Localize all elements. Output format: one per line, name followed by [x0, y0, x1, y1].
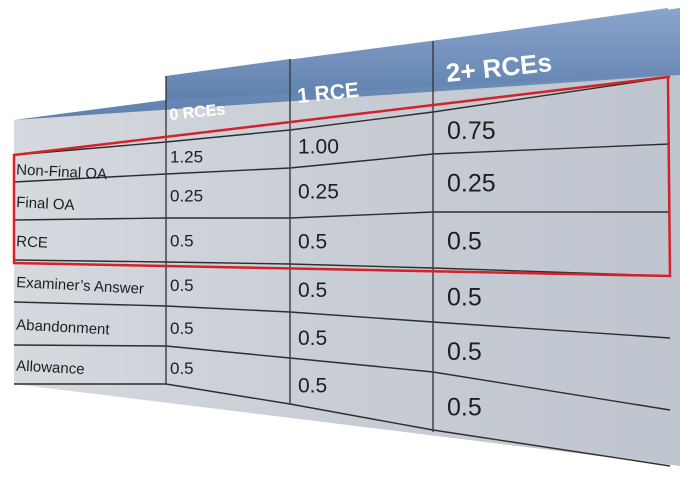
row-label: Allowance — [16, 358, 85, 379]
cell-value: 0.5 — [447, 284, 482, 312]
table-grid — [13, 41, 671, 467]
cell-value: 0.5 — [298, 230, 327, 253]
cell-value: 0.25 — [298, 181, 339, 204]
cell-value: 0.25 — [447, 169, 496, 197]
cell-value: 0.5 — [298, 279, 327, 302]
cell-value: 0.75 — [447, 117, 496, 145]
column-header: 0 RCEs — [169, 101, 227, 124]
cell-value: 0.5 — [170, 231, 194, 250]
cell-value: 0.5 — [298, 327, 327, 350]
cell-value: 1.25 — [170, 147, 203, 166]
cell-value: 1.00 — [298, 135, 339, 158]
row-label: RCE — [16, 233, 49, 252]
row-label: Examiner’s Answer — [16, 274, 145, 298]
row-label: Non-Final OA — [16, 161, 108, 183]
cell-value: 0.5 — [170, 276, 194, 295]
cell-value: 0.5 — [447, 393, 482, 421]
row-label: Final OA — [16, 194, 75, 214]
cell-value: 0.5 — [298, 374, 327, 397]
table-reflection — [14, 384, 680, 483]
cell-value: 0.25 — [170, 187, 203, 206]
cell-value: 0.5 — [170, 319, 194, 338]
cell-value: 0.5 — [447, 338, 482, 366]
cell-value: 0.5 — [447, 228, 482, 256]
cell-value: 0.5 — [170, 359, 194, 378]
row-label: Abandonment — [16, 317, 111, 339]
highlight-box — [12, 75, 672, 278]
table-header-bg-right — [166, 8, 680, 100]
